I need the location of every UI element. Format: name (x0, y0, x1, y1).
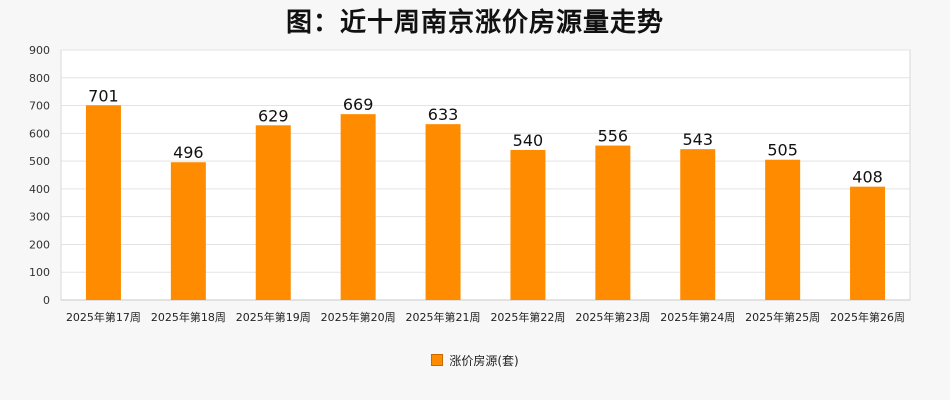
bar (425, 124, 461, 301)
bar (680, 149, 716, 300)
x-tick-label: 2025年第19周 (236, 310, 311, 324)
bar (850, 186, 886, 300)
bar (170, 162, 206, 300)
legend-swatch (431, 354, 444, 366)
y-tick-label: 300 (29, 211, 50, 224)
x-tick-label: 2025年第22周 (490, 310, 565, 324)
data-label: 505 (767, 141, 798, 160)
x-tick-label: 2025年第23周 (575, 310, 650, 324)
y-tick-label: 900 (29, 44, 50, 57)
y-tick-label: 200 (29, 238, 50, 251)
bar (340, 114, 376, 301)
data-label: 629 (258, 106, 289, 125)
x-tick-label: 2025年第24周 (660, 310, 735, 324)
y-tick-label: 0 (43, 294, 50, 307)
x-tick-label: 2025年第26周 (830, 310, 905, 324)
bar (595, 145, 631, 300)
bar (255, 125, 291, 301)
data-label: 701 (88, 86, 119, 105)
legend-label: 涨价房源(套) (449, 354, 519, 368)
x-tick-label: 2025年第25周 (745, 310, 820, 324)
data-label: 669 (343, 95, 374, 114)
data-label: 540 (513, 131, 544, 150)
x-tick-label: 2025年第20周 (321, 310, 396, 324)
legend: 涨价房源(套) (0, 352, 950, 369)
data-label: 543 (682, 130, 713, 149)
data-label: 496 (173, 143, 204, 162)
data-label: 633 (428, 105, 459, 124)
y-tick-label: 800 (29, 72, 50, 85)
chart-title: 图：近十周南京涨价房源量走势 (285, 8, 664, 38)
x-tick-label: 2025年第18周 (151, 310, 226, 324)
y-tick-label: 400 (29, 183, 50, 196)
data-label: 556 (598, 127, 629, 146)
x-tick-label: 2025年第21周 (406, 310, 481, 324)
y-tick-label: 500 (29, 155, 50, 168)
x-tick-label: 2025年第17周 (66, 310, 141, 324)
bar (85, 105, 121, 301)
y-tick-label: 600 (29, 127, 50, 140)
bar (510, 150, 546, 300)
y-tick-label: 100 (29, 266, 50, 279)
bar (765, 159, 801, 300)
y-tick-label: 700 (29, 100, 50, 113)
data-label: 408 (852, 168, 883, 187)
